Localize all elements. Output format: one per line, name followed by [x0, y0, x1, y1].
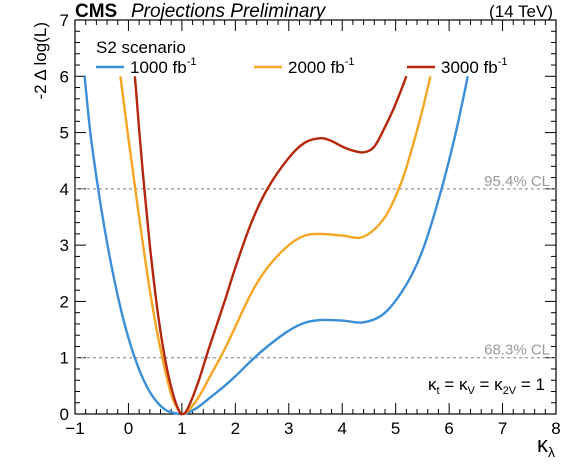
x-tick-label: −1	[65, 419, 84, 438]
plot-frame	[74, 19, 557, 415]
x-tick-label: 6	[444, 419, 453, 438]
legend-label: 3000 fb-1	[441, 56, 508, 77]
x-tick-label: 1	[177, 419, 186, 438]
x-axis-title: κλ	[537, 432, 555, 460]
y-tick-label: 4	[60, 180, 69, 199]
legend: 1000 fb-1 2000 fb-1 3000 fb-1	[96, 56, 508, 77]
x-tick-label: 5	[391, 419, 400, 438]
y-tick-label: 5	[60, 124, 69, 143]
y-tick-label: 3	[60, 236, 69, 255]
series-line-1	[83, 76, 469, 416]
y-tick-label: 6	[60, 67, 69, 86]
y-tick-label: 0	[60, 405, 69, 424]
cl-label: 95.4% CL	[484, 173, 550, 190]
series-line-3	[133, 75, 408, 416]
x-tick-label: 0	[124, 419, 133, 438]
x-tick-label: 3	[284, 419, 293, 438]
experiment-label: CMS	[75, 1, 117, 22]
y-tick-label: 2	[60, 292, 69, 311]
x-tick-label: 4	[337, 419, 346, 438]
y-tick-label: 7	[60, 11, 69, 30]
series-line-2	[119, 76, 432, 416]
status-label: Projections Preliminary	[131, 1, 327, 22]
x-tick-label: 8	[551, 419, 560, 438]
y-tick-label: 1	[60, 349, 69, 368]
y-axis-title: -2 Δ log(L)	[31, 22, 50, 100]
energy-label: (14 TeV)	[489, 2, 553, 21]
confidence-lines: 95.4% CL 68.3% CL	[75, 173, 556, 359]
x-tick-label: 7	[498, 419, 507, 438]
cl-label: 68.3% CL	[484, 342, 550, 359]
scenario-label: S2 scenario	[96, 38, 186, 57]
x-tick-label: 2	[231, 419, 240, 438]
coupling-annotation: κt = κV = κ2V = 1	[428, 375, 545, 397]
likelihood-curves	[83, 75, 469, 416]
legend-label: 2000 fb-1	[288, 56, 355, 77]
legend-label: 1000 fb-1	[130, 56, 197, 77]
